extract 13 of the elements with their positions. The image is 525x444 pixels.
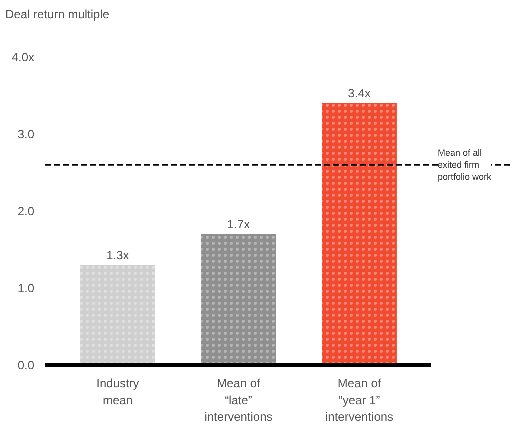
y-tick-label: 4.0x (12, 50, 35, 64)
x-tick-label: Mean of “year 1” interventions (326, 376, 394, 424)
x-tick-label: Industry mean (96, 376, 140, 408)
data-label: 1.3x (106, 248, 130, 262)
data-label: 1.7x (227, 218, 250, 232)
x-tick-label: Mean of “late” interventions (204, 376, 273, 424)
data-label: 3.4x (348, 86, 371, 101)
ref-line-label: Mean of all exited firm portfolio work (438, 148, 492, 182)
y-tick-label: 0.0 (18, 358, 35, 372)
y-tick-label: 2.0 (18, 204, 35, 218)
y-tick-label: 3.0 (18, 127, 35, 142)
y-tick-label: 1.0 (18, 281, 35, 296)
y-axis-title: Deal return multiple (6, 8, 110, 22)
